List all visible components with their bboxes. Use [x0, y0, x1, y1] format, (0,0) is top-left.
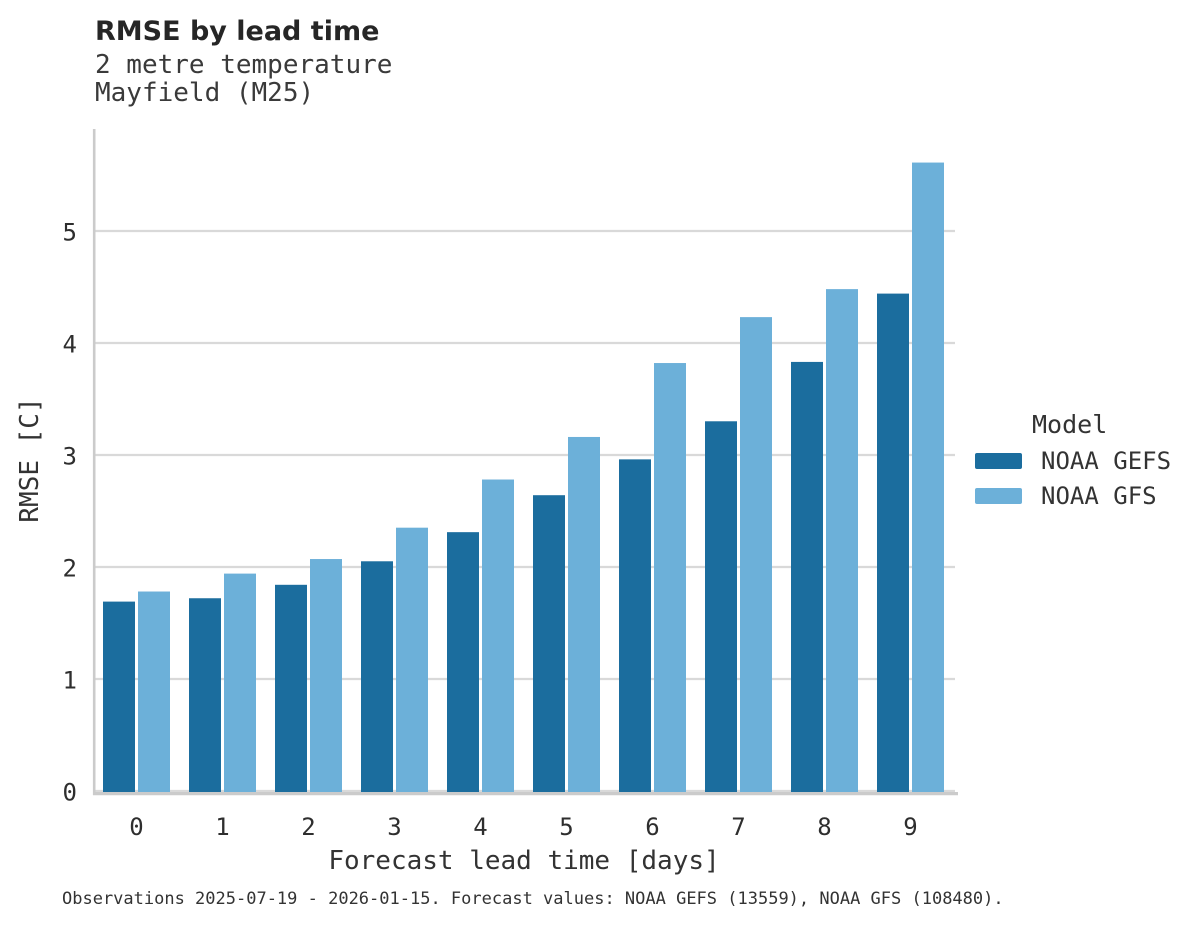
x-axis-title: Forecast lead time [days] [328, 846, 719, 876]
bar-noaa-gefs-lead-4 [447, 532, 479, 792]
x-tick-label-6: 6 [645, 813, 659, 841]
chart-subtitle-line1: 2 metre temperature [95, 50, 393, 80]
chart-subtitle-line2: Mayfield (M25) [95, 78, 315, 108]
x-tick-label-8: 8 [817, 813, 831, 841]
x-tick-label-7: 7 [731, 813, 745, 841]
bar-noaa-gefs-lead-8 [791, 361, 823, 792]
legend-title: Model [1032, 410, 1108, 439]
y-tick-label-2: 2 [63, 555, 77, 583]
legend-swatch-noaa-gefs [975, 453, 1022, 469]
bar-noaa-gefs-lead-1 [189, 598, 221, 792]
legend-item-noaa-gefs: NOAA GEFS [975, 449, 1171, 473]
y-axis-title: RMSE [C] [15, 397, 45, 522]
x-tick-label-0: 0 [129, 813, 143, 841]
bar-noaa-gfs-lead-6 [654, 363, 686, 792]
x-tick-label-5: 5 [559, 813, 573, 841]
footnote: Observations 2025-07-19 - 2026-01-15. Fo… [62, 889, 1004, 909]
x-tick-label-3: 3 [387, 813, 401, 841]
y-tick-label-0: 0 [63, 779, 77, 807]
x-tick-label-2: 2 [301, 813, 315, 841]
bar-noaa-gfs-lead-0 [138, 591, 170, 792]
bar-noaa-gefs-lead-0 [103, 601, 135, 792]
x-tick-label-4: 4 [473, 813, 487, 841]
bar-noaa-gefs-lead-5 [533, 495, 565, 792]
bar-noaa-gfs-lead-3 [396, 527, 428, 792]
bar-noaa-gefs-lead-2 [275, 584, 307, 792]
x-tick-label-1: 1 [215, 813, 229, 841]
x-tick-label-9: 9 [903, 813, 917, 841]
bar-noaa-gefs-lead-7 [705, 421, 737, 792]
bar-noaa-gfs-lead-5 [568, 436, 600, 792]
bar-noaa-gefs-lead-6 [619, 459, 651, 792]
y-tick-label-1: 1 [63, 667, 77, 695]
legend: NOAA GEFS NOAA GFS [975, 449, 1171, 508]
legend-item-noaa-gfs: NOAA GFS [975, 484, 1171, 508]
bar-noaa-gfs-lead-8 [826, 289, 858, 792]
y-tick-label-5: 5 [63, 219, 77, 247]
bar-noaa-gefs-lead-9 [877, 293, 909, 792]
bar-noaa-gfs-lead-7 [740, 317, 772, 792]
bar-noaa-gfs-lead-4 [482, 479, 514, 792]
y-tick-label-3: 3 [63, 443, 77, 471]
bar-noaa-gfs-lead-1 [224, 573, 256, 792]
y-tick-label-4: 4 [63, 331, 77, 359]
bar-noaa-gfs-lead-2 [310, 559, 342, 792]
chart-title: RMSE by lead time [95, 16, 380, 47]
legend-label-noaa-gefs: NOAA GEFS [1041, 447, 1172, 475]
legend-label-noaa-gfs: NOAA GFS [1041, 482, 1157, 510]
bar-noaa-gfs-lead-9 [912, 162, 944, 792]
legend-swatch-noaa-gfs [975, 488, 1022, 504]
bar-noaa-gefs-lead-3 [361, 561, 393, 792]
